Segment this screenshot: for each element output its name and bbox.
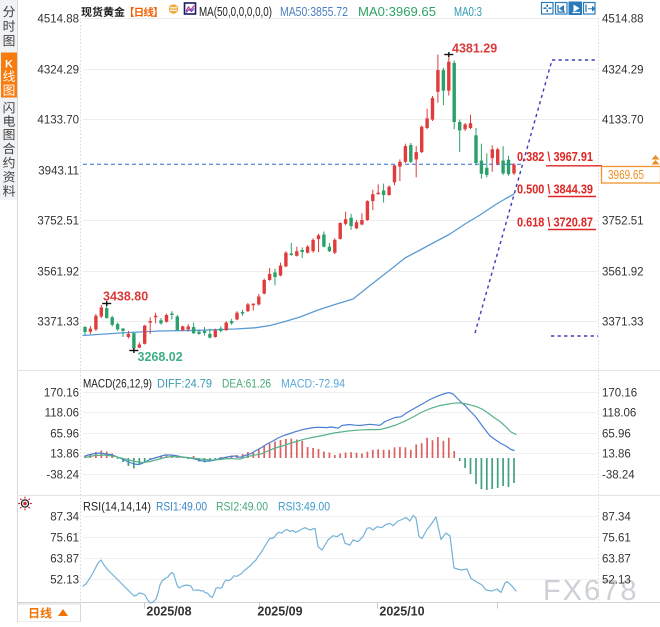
svg-text:MA50:3855.72: MA50:3855.72: [280, 5, 348, 19]
svg-text:63.87: 63.87: [602, 554, 631, 566]
svg-text:75.61: 75.61: [50, 533, 79, 545]
svg-text:DIFF:24.79: DIFF:24.79: [157, 377, 212, 391]
svg-text:RSI1:49.00: RSI1:49.00: [156, 500, 207, 514]
svg-text:3268.02: 3268.02: [138, 350, 183, 364]
svg-text:-38.24: -38.24: [46, 470, 79, 482]
svg-text:MA(50,0,0,0,0,0): MA(50,0,0,0,0,0): [199, 5, 272, 19]
svg-text:65.96: 65.96: [602, 429, 631, 441]
svg-text:RSI2:49.00: RSI2:49.00: [216, 500, 268, 514]
svg-text:K: K: [5, 59, 13, 71]
svg-text:-38.24: -38.24: [602, 470, 635, 482]
svg-text:MA0:3: MA0:3: [454, 5, 482, 19]
svg-text:2025/09: 2025/09: [257, 604, 302, 618]
svg-text:MA0:3969.65: MA0:3969.65: [358, 5, 436, 19]
svg-text:52.13: 52.13: [602, 575, 631, 587]
svg-text:MACD:-72.94: MACD:-72.94: [281, 377, 345, 391]
svg-text:3752.51: 3752.51: [37, 216, 79, 228]
svg-text:4381.29: 4381.29: [452, 42, 497, 56]
svg-text:4133.70: 4133.70: [37, 115, 79, 127]
svg-text:4324.29: 4324.29: [37, 65, 79, 77]
svg-text:63.87: 63.87: [50, 554, 79, 566]
svg-text:118.06: 118.06: [602, 408, 636, 420]
svg-text:4133.70: 4133.70: [602, 115, 644, 127]
svg-text:3371.33: 3371.33: [37, 317, 79, 329]
svg-text:RSI(14,14,14): RSI(14,14,14): [83, 500, 151, 514]
svg-text:13.86: 13.86: [50, 449, 79, 461]
svg-text:2025/08: 2025/08: [146, 604, 191, 618]
svg-text:4514.88: 4514.88: [37, 14, 79, 26]
svg-text:65.96: 65.96: [50, 429, 79, 441]
svg-text:87.34: 87.34: [602, 512, 631, 524]
svg-text:3438.80: 3438.80: [103, 290, 148, 304]
svg-text:3943.11: 3943.11: [38, 166, 79, 178]
svg-text:4324.29: 4324.29: [602, 65, 644, 77]
svg-text:170.16: 170.16: [44, 388, 79, 400]
svg-text:DEA:61.26: DEA:61.26: [222, 377, 271, 391]
svg-text:3752.51: 3752.51: [602, 216, 644, 228]
svg-text:3561.92: 3561.92: [602, 267, 644, 279]
svg-text:0.382 \ 3967.91: 0.382 \ 3967.91: [517, 149, 593, 164]
svg-text:87.34: 87.34: [50, 512, 79, 524]
svg-text:75.61: 75.61: [602, 533, 631, 545]
svg-text:0.618 \ 3720.87: 0.618 \ 3720.87: [517, 215, 593, 230]
svg-text:MACD(26,12,9): MACD(26,12,9): [83, 377, 152, 391]
svg-text:3969.65: 3969.65: [608, 168, 644, 182]
svg-text:3371.33: 3371.33: [602, 317, 644, 329]
svg-text:RSI3:49.00: RSI3:49.00: [278, 500, 330, 514]
svg-text:170.16: 170.16: [602, 388, 637, 400]
svg-text:13.86: 13.86: [602, 449, 631, 461]
svg-text:3561.92: 3561.92: [37, 267, 79, 279]
svg-text:118.06: 118.06: [45, 408, 79, 420]
svg-text:4514.88: 4514.88: [602, 14, 644, 26]
svg-text:0.500 \ 3844.39: 0.500 \ 3844.39: [517, 182, 593, 197]
svg-text:2025/10: 2025/10: [379, 604, 424, 618]
svg-text:52.13: 52.13: [50, 575, 79, 587]
